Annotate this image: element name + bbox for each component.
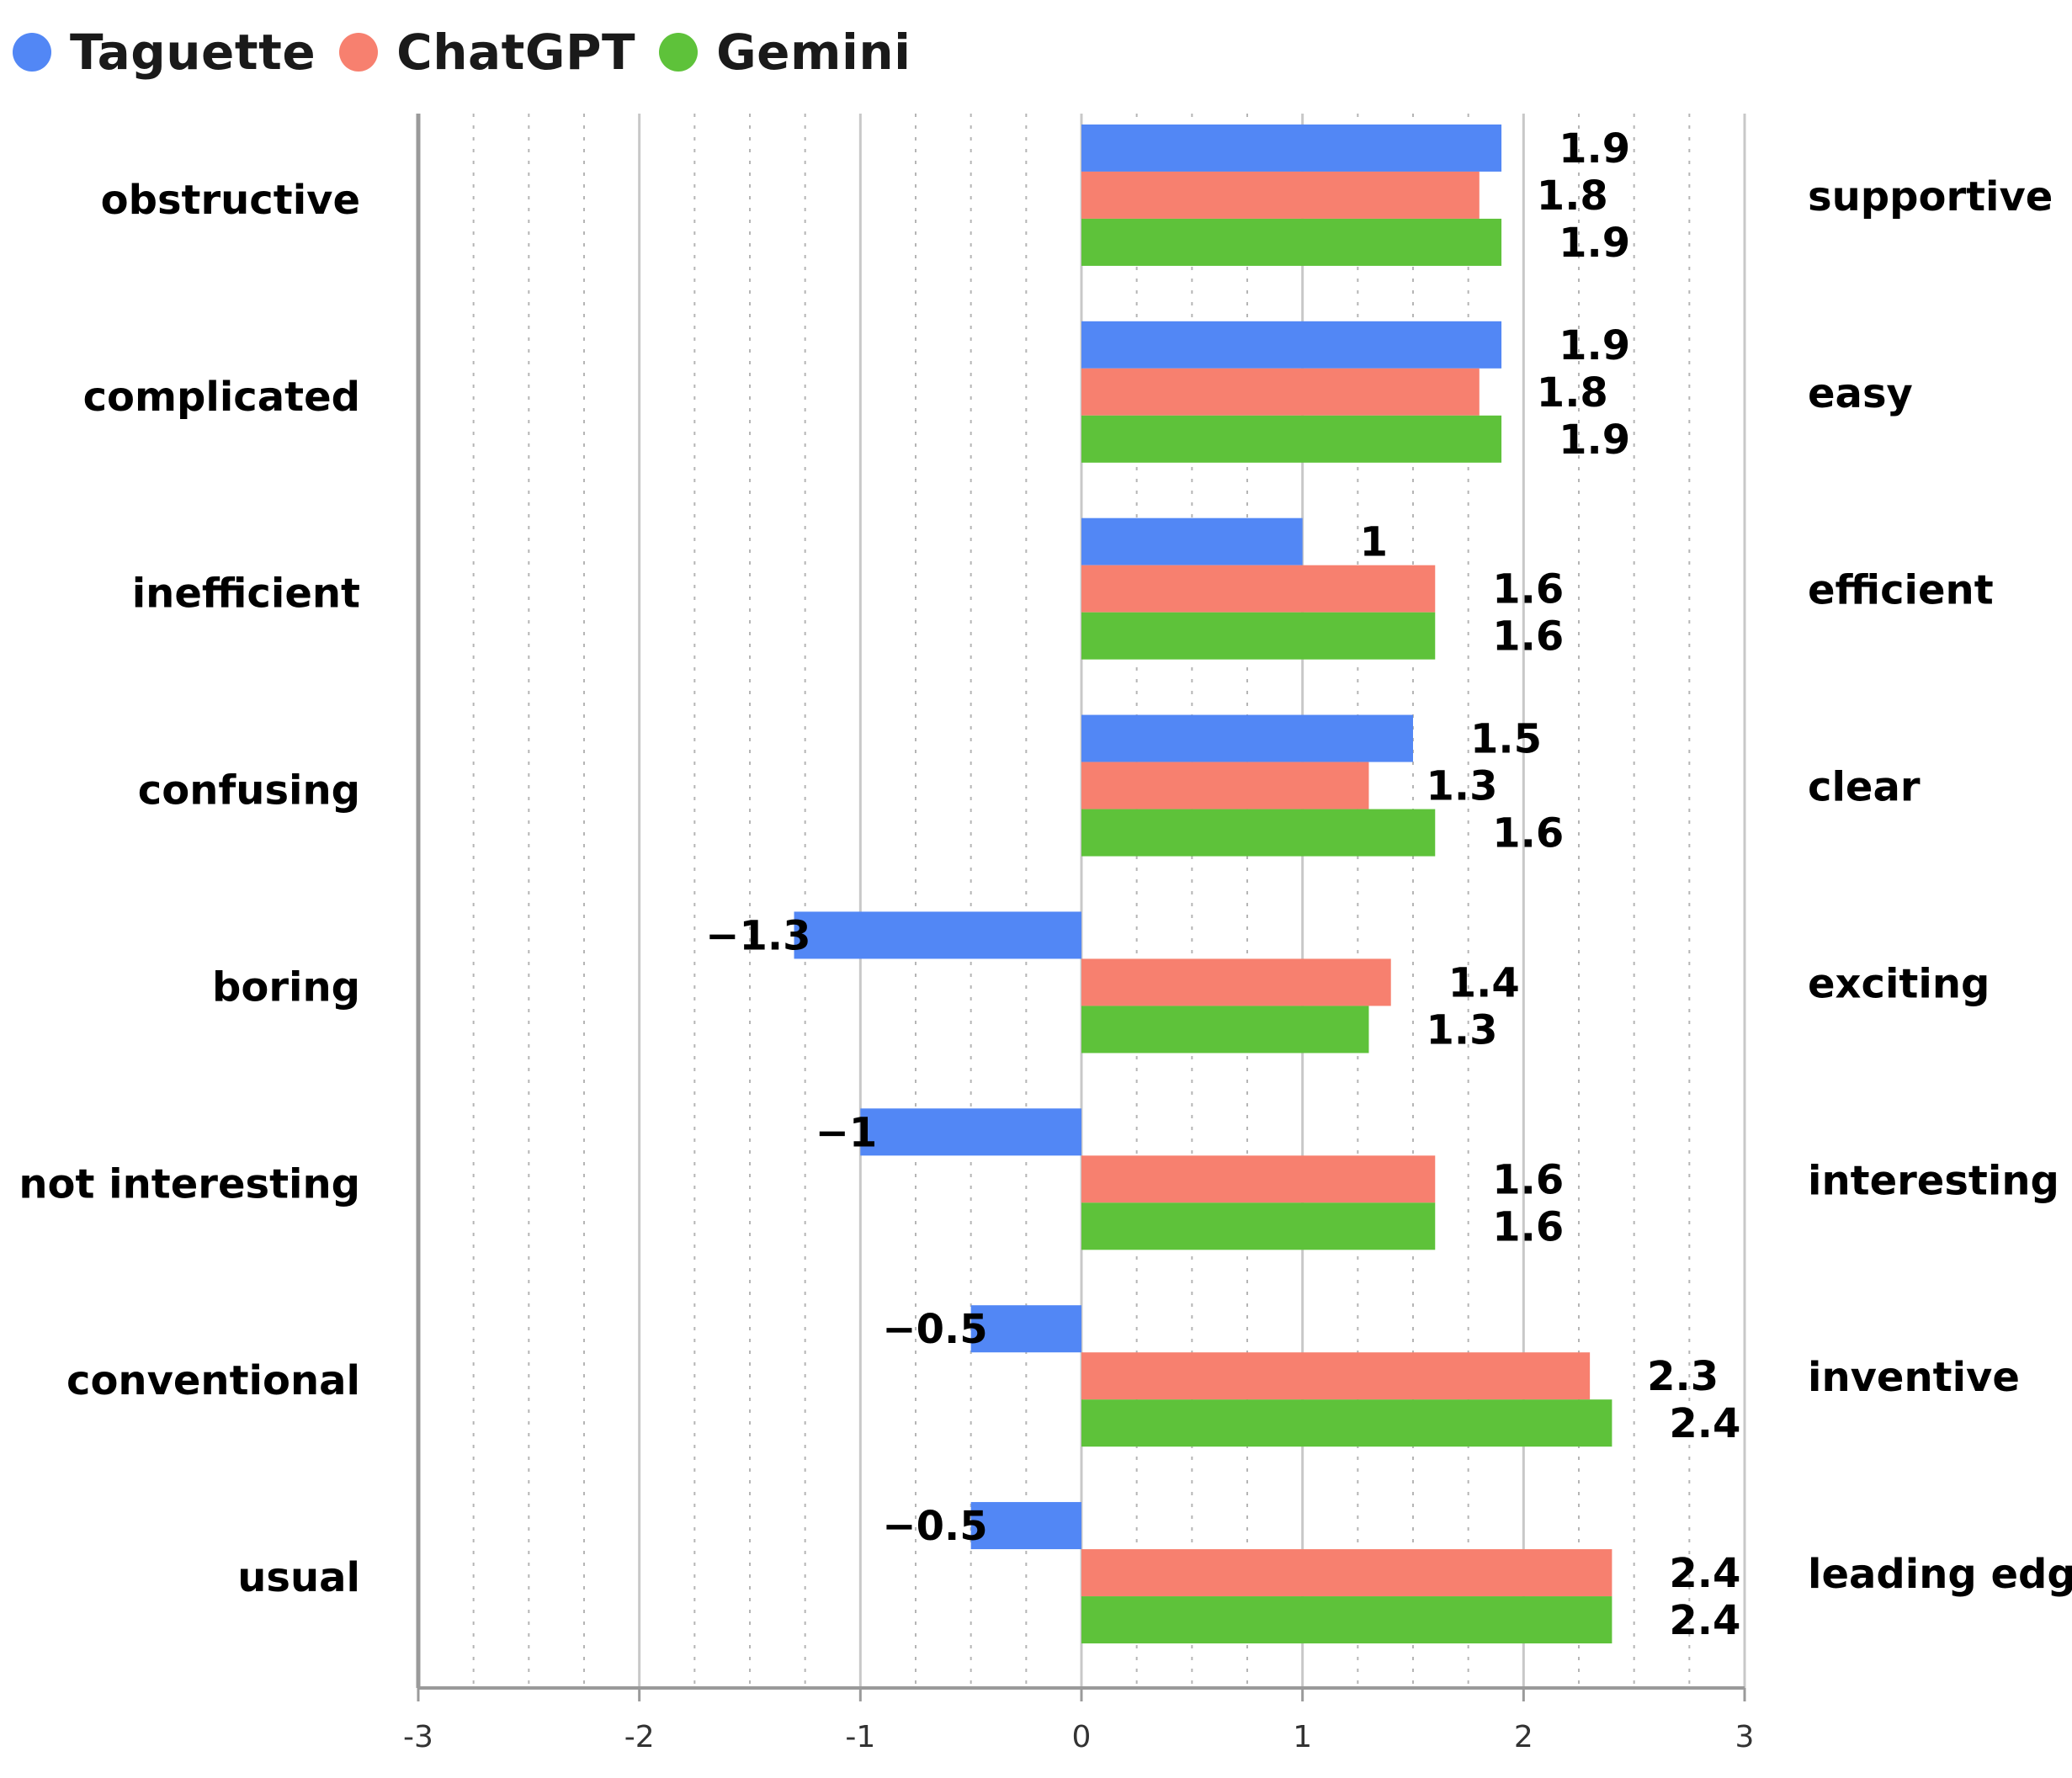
bar-taguette-complicated <box>1081 321 1502 369</box>
bar-gemini-complicated <box>1081 415 1502 463</box>
bar-taguette-confusing <box>1081 714 1413 762</box>
category-label-left: confusing <box>138 767 360 815</box>
x-tick-label: 2 <box>1514 1720 1533 1754</box>
bar-chatgpt-conventional <box>1081 1352 1591 1400</box>
value-label: 1.6 <box>1492 613 1564 661</box>
bar-taguette-usual <box>970 1502 1081 1550</box>
legend-dot-taguette <box>13 33 51 72</box>
category-label-right: easy <box>1808 370 1913 417</box>
value-label: −1.3 <box>705 912 810 959</box>
bar-taguette-inefficient <box>1081 517 1303 565</box>
x-tick-label: 3 <box>1735 1720 1755 1754</box>
x-tick-label: -2 <box>624 1720 655 1754</box>
bar-taguette-not-interesting <box>860 1108 1081 1156</box>
bar-chatgpt-complicated <box>1081 368 1480 416</box>
value-label: 1.8 <box>1537 172 1608 220</box>
value-label: 1.5 <box>1470 716 1542 763</box>
category-label-left: usual <box>237 1554 360 1601</box>
x-tick-label: -1 <box>845 1720 875 1754</box>
value-label: 1.4 <box>1448 959 1520 1006</box>
category-label-left: conventional <box>66 1357 360 1404</box>
bar-chatgpt-obstructive <box>1081 171 1480 219</box>
category-label-left: complicated <box>83 374 360 421</box>
bar-chatgpt-confusing <box>1081 762 1369 809</box>
legend-label-taguette: Taguette <box>70 24 316 81</box>
value-label: −0.5 <box>882 1503 987 1550</box>
bar-gemini-conventional <box>1081 1399 1612 1447</box>
bar-gemini-obstructive <box>1081 218 1502 266</box>
value-label: 1.6 <box>1492 1156 1564 1203</box>
value-label: 1.3 <box>1426 763 1497 810</box>
x-tick-label: 0 <box>1072 1720 1092 1754</box>
value-label: 1.9 <box>1559 220 1630 267</box>
category-label-left: boring <box>212 963 360 1011</box>
value-label: 1.9 <box>1559 322 1630 369</box>
bar-gemini-boring <box>1081 1006 1369 1054</box>
value-label: −0.5 <box>882 1306 987 1353</box>
bar-taguette-obstructive <box>1081 124 1502 172</box>
category-label-right: efficient <box>1808 567 1994 614</box>
value-label: 2.3 <box>1647 1353 1719 1400</box>
x-tick-label: -3 <box>403 1720 433 1754</box>
bar-chatgpt-usual <box>1081 1549 1612 1597</box>
category-label-left: not interesting <box>19 1160 360 1207</box>
bar-taguette-conventional <box>970 1305 1081 1353</box>
value-label: 1.6 <box>1492 1203 1564 1250</box>
legend-dot-chatgpt <box>339 33 379 72</box>
category-label-right: exciting <box>1808 960 1990 1007</box>
legend-item-taguette: Taguette <box>13 24 316 81</box>
legend-item-gemini: Gemini <box>659 24 911 81</box>
category-label-right: leading edge <box>1808 1551 2072 1598</box>
value-label: 2.4 <box>1669 1550 1740 1597</box>
chart-legend: Taguette ChatGPT Gemini <box>13 19 935 86</box>
value-label: 1.6 <box>1492 566 1564 613</box>
bar-chatgpt-boring <box>1081 958 1391 1006</box>
legend-dot-gemini <box>659 33 699 72</box>
value-label: −1 <box>816 1109 878 1156</box>
legend-label-chatgpt: ChatGPT <box>396 24 636 81</box>
value-label: 1 <box>1360 519 1388 566</box>
value-label: 1.9 <box>1559 417 1630 464</box>
legend-label-gemini: Gemini <box>716 24 911 81</box>
category-label-right: inventive <box>1808 1354 2020 1401</box>
legend-item-chatgpt: ChatGPT <box>339 24 635 81</box>
bar-taguette-boring <box>794 911 1081 959</box>
bar-gemini-usual <box>1081 1596 1612 1644</box>
bar-gemini-not-interesting <box>1081 1202 1436 1250</box>
category-label-left: inefficient <box>132 571 360 618</box>
category-label-left: obstructive <box>101 177 360 224</box>
value-label: 2.4 <box>1669 1400 1740 1447</box>
category-label-right: interesting <box>1808 1157 2059 1204</box>
bar-chatgpt-inefficient <box>1081 565 1436 613</box>
bar-gemini-inefficient <box>1081 612 1436 660</box>
value-label: 2.4 <box>1669 1597 1740 1644</box>
bar-gemini-confusing <box>1081 809 1436 857</box>
category-label-right: supportive <box>1808 173 2053 220</box>
value-label: 1.8 <box>1537 369 1608 417</box>
value-label: 1.6 <box>1492 810 1564 857</box>
x-tick-label: 1 <box>1293 1720 1312 1754</box>
value-label: 1.9 <box>1559 125 1630 172</box>
bar-chatgpt-not-interesting <box>1081 1155 1436 1203</box>
value-label: 1.3 <box>1426 1006 1497 1054</box>
category-label-right: clear <box>1808 764 1921 811</box>
